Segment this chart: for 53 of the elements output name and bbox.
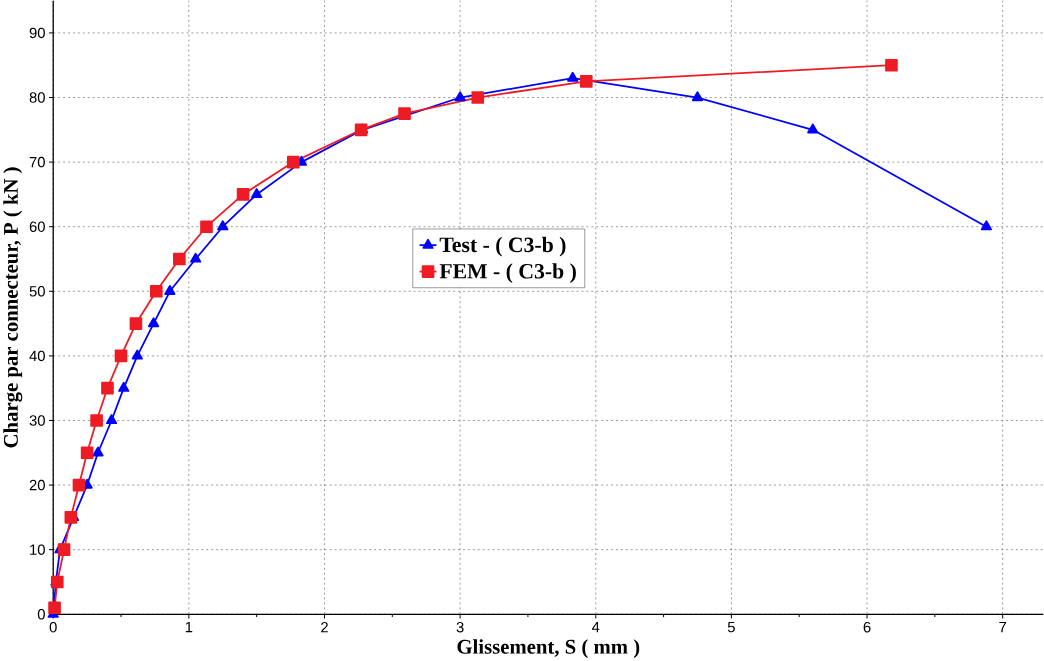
x-tick-label: 2 <box>321 621 328 633</box>
y-tick-label: 10 <box>30 544 45 555</box>
point <box>190 252 202 263</box>
point <box>885 58 898 72</box>
point <box>48 601 61 614</box>
point <box>164 284 176 295</box>
point <box>118 381 130 392</box>
point <box>131 349 143 360</box>
point <box>398 107 411 120</box>
point <box>579 74 593 88</box>
x-tick-label: 3 <box>456 621 464 633</box>
point <box>200 220 213 233</box>
point <box>217 220 229 231</box>
y-tick-label: 0 <box>37 608 45 620</box>
point <box>691 91 704 101</box>
x-tick-label: 0 <box>49 621 57 633</box>
point <box>147 317 160 328</box>
point <box>149 284 163 298</box>
point <box>72 478 86 492</box>
point <box>980 220 992 231</box>
point <box>471 91 485 104</box>
x-tick-label: 5 <box>727 621 735 633</box>
x-tick-label: 7 <box>999 621 1007 632</box>
legend-label: Test - ( C3-b ) <box>439 236 566 257</box>
point <box>101 381 114 395</box>
point <box>129 317 143 330</box>
point <box>236 187 250 201</box>
point <box>567 71 579 82</box>
y-tick-label: 60 <box>29 221 45 232</box>
legend-label: FEM - ( C3-b ) <box>439 263 576 283</box>
point <box>114 349 128 363</box>
point <box>251 187 263 198</box>
y-tick-label: 30 <box>29 415 45 426</box>
point <box>92 446 104 457</box>
y-axis-title: Charge par connecteur, P ( kN ) <box>3 167 23 448</box>
point <box>105 414 118 424</box>
point <box>286 155 300 169</box>
y-tick-label: 80 <box>29 92 45 103</box>
x-tick-label: 6 <box>863 621 871 633</box>
y-tick-label: 70 <box>29 156 45 168</box>
y-tick-label: 90 <box>29 27 45 39</box>
point <box>807 123 819 134</box>
x-axis-title: Glissement, S ( mm ) <box>457 639 640 658</box>
y-tick-label: 50 <box>29 285 45 297</box>
y-tick-label: 40 <box>29 350 45 361</box>
y-tick-label: 20 <box>29 479 45 491</box>
x-tick-label: 1 <box>185 621 193 632</box>
point <box>173 252 186 266</box>
point <box>90 414 103 427</box>
point <box>57 543 71 556</box>
point <box>454 91 466 101</box>
point <box>80 446 94 459</box>
x-tick-label: 4 <box>591 621 600 632</box>
